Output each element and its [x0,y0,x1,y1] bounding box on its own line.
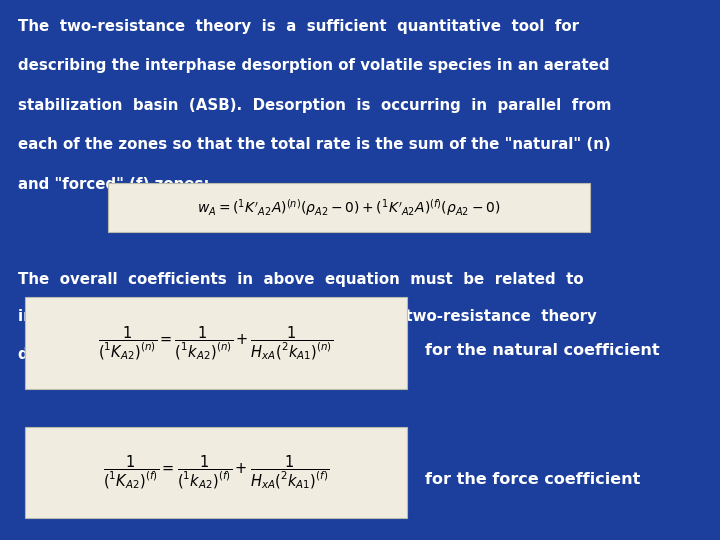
Text: developed previously is used: developed previously is used [18,347,264,362]
Text: The  overall  coefficients  in  above  equation  must  be  related  to: The overall coefficients in above equati… [18,272,584,287]
FancyBboxPatch shape [25,427,407,518]
Text: $\dfrac{1}{({}^1K_{A2})^{(f)}} = \dfrac{1}{({}^1k_{A2})^{(f)}} + \dfrac{1}{H_{xA: $\dfrac{1}{({}^1K_{A2})^{(f)}} = \dfrac{… [103,454,329,491]
Text: for the natural coefficient: for the natural coefficient [425,343,660,358]
FancyBboxPatch shape [25,297,407,389]
Text: $\dfrac{1}{({}^1K_{A2})^{(n)}} = \dfrac{1}{({}^1k_{A2})^{(n)}} + \dfrac{1}{H_{xA: $\dfrac{1}{({}^1K_{A2})^{(n)}} = \dfrac{… [99,324,333,362]
Text: $w_A = ({}^1K'_{A2}A)^{(n)}(\rho_{A2} - 0) + ({}^1K'_{A2}A)^{(f)}(\rho_{A2} - 0): $w_A = ({}^1K'_{A2}A)^{(n)}(\rho_{A2} - … [197,197,501,218]
Text: and "forced" (f) zones:: and "forced" (f) zones: [18,177,210,192]
Text: stabilization  basin  (ASB).  Desorption  is  occurring  in  parallel  from: stabilization basin (ASB). Desorption is… [18,98,611,113]
Text: describing the interphase desorption of volatile species in an aerated: describing the interphase desorption of … [18,58,610,73]
Text: for the force coefficient: for the force coefficient [425,472,640,488]
Text: each of the zones so that the total rate is the sum of the "natural" (n): each of the zones so that the total rate… [18,137,611,152]
Text: individual  coefficients  in  each  phase.  The  two-resistance  theory: individual coefficients in each phase. T… [18,309,597,325]
FancyBboxPatch shape [108,183,590,232]
Text: The  two-resistance  theory  is  a  sufficient  quantitative  tool  for: The two-resistance theory is a sufficien… [18,19,579,34]
